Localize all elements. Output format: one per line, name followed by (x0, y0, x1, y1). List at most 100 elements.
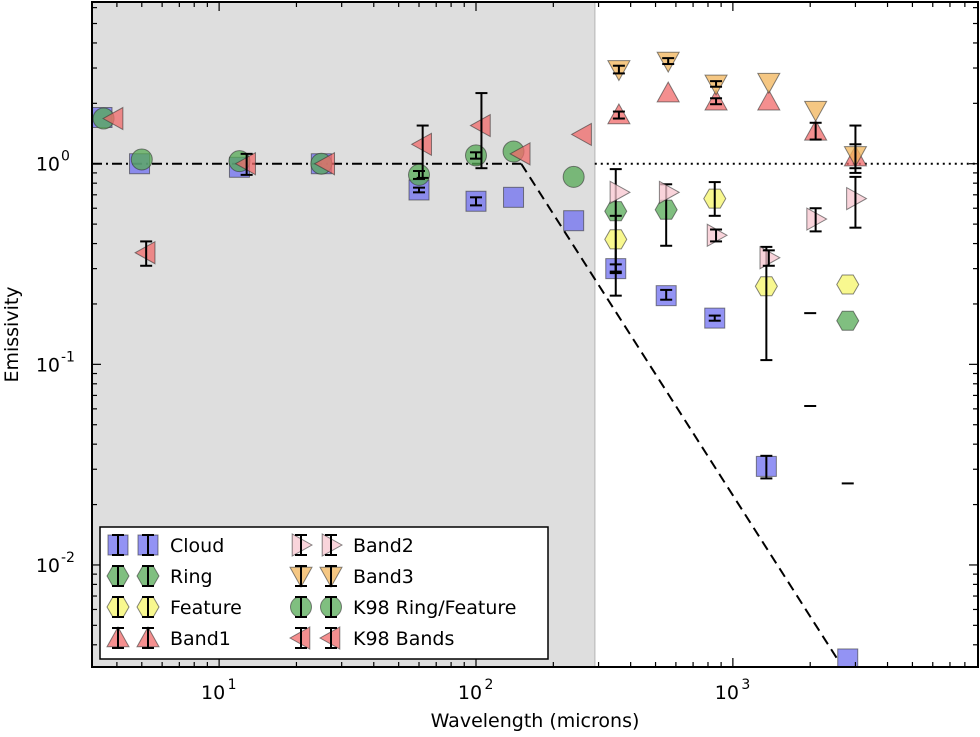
errorbar-k98-bands-4 (416, 124, 429, 179)
legend-errorbar-cloud-0 (112, 534, 124, 556)
legend-errorbar-feature-0 (112, 596, 124, 618)
legend: Cloud Ring Feature Band1 Band2 Band3 K98 Ring/… (99, 526, 549, 660)
legend-label-cloud: Cloud (170, 535, 224, 557)
y-tick-label-2: 10 (36, 154, 60, 176)
point-k98-bands-5 (469, 113, 491, 138)
legend-marker-band2-1 (321, 533, 344, 557)
legend-errorbar-cloud-1 (142, 534, 154, 556)
errorbar-k98-bands-5 (475, 92, 488, 170)
point-band1-1 (656, 81, 681, 103)
errorbar-band3-2 (710, 80, 723, 88)
x-tick-label-2: 10 (715, 682, 739, 704)
legend-item-k98-ring-feature: K98 Ring/Feature (290, 596, 516, 619)
legend-marker-band2-0 (291, 533, 314, 557)
x-tick-label-exp-0: 1 (228, 677, 237, 693)
point-k98-bands-4 (410, 132, 432, 157)
errorbar-k98-bands-2 (240, 152, 253, 176)
legend-label-band3: Band3 (353, 566, 414, 588)
point-band3-3 (756, 72, 781, 95)
point-k98-bands-0 (102, 106, 124, 131)
legend-errorbar-k98-bands-0 (295, 627, 307, 649)
legend-label-k98-ring-feature: K98 Ring/Feature (353, 597, 516, 619)
legend-errorbar-band2-1 (325, 534, 337, 556)
legend-label-band2: Band2 (353, 535, 414, 557)
y-tick-label-exp-1: -1 (61, 349, 75, 365)
point-k98-bands-2 (234, 151, 256, 176)
axis-ticks: 10 1 10 2 10 310 -210 -110 0 (36, 2, 978, 704)
legend-errorbar-k98-bands-1 (325, 627, 337, 649)
y-tick-label-exp-0: -2 (61, 550, 75, 566)
errorbar-k98-bands-1 (140, 240, 153, 267)
errorbar-cloud-10 (708, 314, 721, 322)
legend-errorbar-k98-ring-feature-1 (325, 596, 337, 618)
legend-item-band3: Band3 (289, 565, 414, 589)
legend-errorbar-band2-0 (295, 534, 307, 556)
legend-errorbar-band3-0 (295, 565, 307, 587)
legend-label-k98-bands: K98 Bands (353, 628, 454, 650)
legend-errorbar-k98-ring-feature-0 (295, 596, 307, 618)
errorbar-band2-4 (809, 207, 822, 233)
point-feature-3 (836, 274, 860, 295)
errorbar-cloud-11 (760, 454, 773, 480)
point-band2-5 (846, 186, 868, 211)
point-band2-3 (759, 245, 781, 270)
x-tick-label-1: 10 (458, 682, 482, 704)
point-band2-1 (658, 180, 681, 205)
legend-errorbar-band3-1 (325, 565, 337, 587)
legend-label-ring: Ring (170, 566, 213, 588)
errorbar-band3-1 (662, 57, 675, 66)
point-k98-ring-feature-1 (130, 148, 153, 171)
legend-errorbar-ring-0 (112, 565, 124, 587)
y-tick-label-0: 10 (36, 555, 60, 577)
point-cloud-6 (503, 186, 525, 208)
errorbar-k98-ring-feature-5 (469, 151, 482, 160)
legend-item-cloud: Cloud (107, 534, 224, 557)
x-tick-label-exp-2: 3 (741, 677, 750, 693)
point-band2-0 (609, 180, 631, 205)
y-tick-label-exp-2: 0 (61, 149, 70, 165)
series-k98-bands (102, 92, 592, 267)
legend-label-band1: Band1 (170, 628, 231, 650)
legend-marker-k98-bands-0 (288, 626, 311, 650)
errorbar-band1-4 (809, 121, 822, 141)
point-band3-4 (803, 100, 828, 123)
legend-marker-k98-bands-1 (318, 626, 341, 650)
point-k98-bands-6 (509, 142, 531, 166)
errorbar-band2-5 (849, 175, 862, 229)
errorbar-band3-5 (849, 124, 862, 174)
y-tick-label-1: 10 (36, 354, 60, 376)
point-ring-2 (836, 310, 860, 331)
series-ring (604, 168, 860, 331)
series-band3 (607, 51, 868, 174)
point-band2-2 (706, 223, 729, 248)
legend-errorbar-band1-0 (112, 627, 124, 649)
plot-content (92, 51, 978, 667)
point-k98-bands-1 (134, 240, 156, 265)
errorbar-band2-3 (762, 249, 775, 267)
legend-errorbar-ring-1 (142, 565, 154, 587)
series-band2 (609, 175, 868, 270)
errorbar-band2-2 (710, 228, 723, 243)
point-k98-bands-7 (570, 122, 592, 147)
reference-line-dashed (520, 163, 839, 660)
point-k98-ring-feature-7 (562, 165, 585, 188)
legend-item-feature: Feature (106, 596, 242, 619)
legend-item-k98-bands: K98 Bands (288, 626, 454, 650)
plot-frame (91, 1, 979, 668)
errorbar-cloud-9 (660, 288, 673, 301)
legend-item-band1: Band1 (106, 625, 231, 650)
point-cloud-7 (563, 210, 585, 232)
y-axis-label: Emissivity (1, 286, 23, 382)
x-tick-label-0: 10 (201, 682, 225, 704)
errorbar-band3-0 (612, 64, 625, 75)
series-feature (604, 181, 860, 362)
legend-errorbar-feature-1 (142, 596, 154, 618)
errorbar-cloud-4 (413, 186, 426, 194)
errorbar-feature-0 (609, 214, 622, 273)
legend-errorbar-band1-1 (142, 627, 154, 649)
legend-label-feature: Feature (170, 597, 242, 619)
errorbar-cloud-5 (469, 196, 482, 207)
errorbar-band1-2 (710, 97, 723, 106)
x-tick-label-exp-1: 2 (485, 677, 494, 693)
